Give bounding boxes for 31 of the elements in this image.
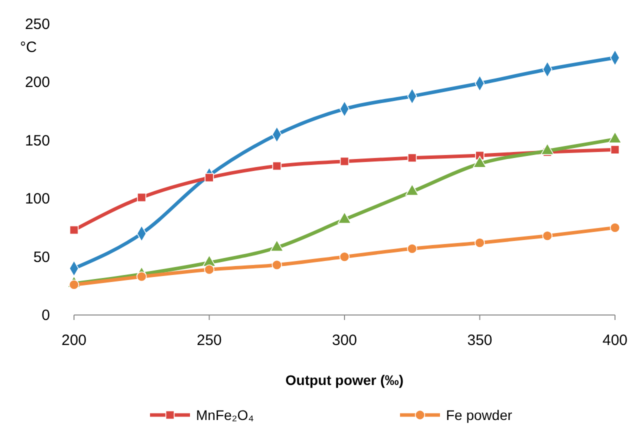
y-tick-label: 0 (42, 307, 50, 324)
y-tick-label: 150 (24, 132, 50, 150)
point (136, 271, 147, 282)
point (137, 192, 146, 202)
x-tick-label: 250 (196, 332, 222, 349)
x-tick-label: 400 (602, 332, 628, 349)
y-tick-label: 50 (33, 248, 50, 266)
point (69, 225, 79, 235)
x-axis-title: Output power (‰) (285, 372, 404, 388)
legend-label: MnFe₂O₄ (196, 407, 254, 423)
point (408, 153, 417, 162)
point (68, 280, 80, 290)
legend-label: Fe powder (446, 407, 512, 423)
y-tick-label: 200 (24, 74, 50, 92)
x-tick-label: 350 (467, 332, 492, 349)
point (542, 230, 552, 241)
x-tick-label: 300 (332, 332, 358, 349)
point (407, 244, 418, 254)
point (204, 173, 214, 182)
point (204, 264, 214, 275)
y-tick-label: 250 (24, 16, 50, 33)
x-tick-label: 200 (61, 332, 87, 349)
point (339, 252, 350, 262)
point (610, 222, 620, 233)
point (272, 260, 282, 270)
y-tick-label: 100 (24, 190, 50, 208)
y-axis-title: °C (20, 39, 37, 56)
point (474, 238, 485, 248)
point (272, 161, 282, 171)
point (340, 156, 350, 166)
point (610, 145, 620, 154)
